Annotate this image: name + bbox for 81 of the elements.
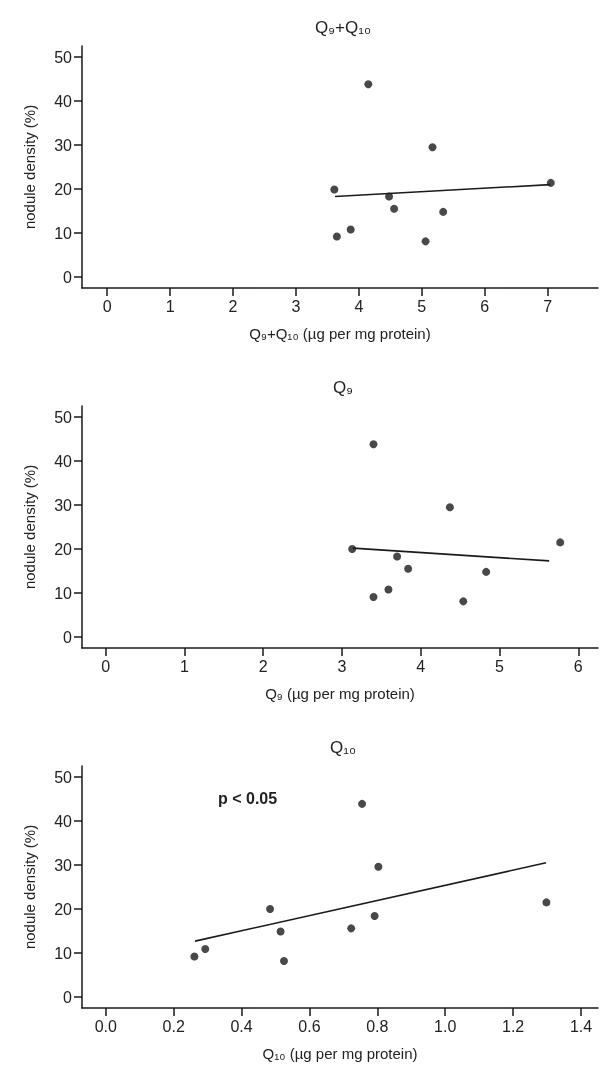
point <box>369 592 378 601</box>
point <box>542 898 551 907</box>
annotation: p < 0.05 <box>218 789 278 807</box>
point <box>201 945 210 954</box>
x-tick-label: 1.2 <box>502 1017 525 1035</box>
y-tick-label: 0 <box>63 628 73 646</box>
chart-title: Q₁₀ <box>329 738 357 757</box>
y-tick-label: 10 <box>54 584 73 602</box>
y-tick-label: 10 <box>54 224 73 242</box>
y-tick-label: 20 <box>54 900 73 918</box>
x-tick-label: 1.0 <box>434 1017 457 1035</box>
point <box>364 80 373 89</box>
point <box>390 204 399 213</box>
y-tick-label: 20 <box>54 180 73 198</box>
y-tick-label: 0 <box>63 988 73 1006</box>
y-tick-label: 30 <box>54 136 73 154</box>
point <box>428 143 437 152</box>
point <box>332 232 341 241</box>
x-tick-label: 6 <box>480 297 490 315</box>
y-tick-label: 20 <box>54 540 73 558</box>
point <box>384 585 393 594</box>
point <box>393 552 402 561</box>
x-tick-label: 0.0 <box>94 1017 117 1035</box>
x-tick-label: 6 <box>573 657 583 675</box>
point <box>348 545 357 553</box>
y-axis-title: nodule density (%) <box>21 464 38 590</box>
x-tick-label: 0 <box>102 297 112 315</box>
point <box>369 440 378 449</box>
x-tick-label: 5 <box>495 657 505 675</box>
point <box>404 564 413 573</box>
x-tick-label: 1 <box>165 297 175 315</box>
point <box>556 538 565 547</box>
point <box>346 225 355 234</box>
x-tick-label: 4 <box>416 657 426 675</box>
point <box>546 178 555 187</box>
y-tick-label: 50 <box>54 48 73 66</box>
x-tick-label: 4 <box>354 297 364 315</box>
y-tick-label: 40 <box>54 452 73 470</box>
x-tick-label: 1.4 <box>569 1017 593 1035</box>
y-axis-title: nodule density (%) <box>21 824 38 950</box>
chart-title: Q₉+Q₁₀ <box>315 18 371 37</box>
y-tick-label: 30 <box>54 496 73 514</box>
x-tick-label: 0.4 <box>230 1017 253 1035</box>
x-tick-label: 3 <box>291 297 301 315</box>
y-tick-label: 0 <box>63 268 73 286</box>
x-tick-label: 2 <box>228 297 238 315</box>
point <box>347 924 356 933</box>
point <box>280 956 288 965</box>
x-tick-label: 2 <box>258 657 268 675</box>
x-tick-label: 0.2 <box>162 1017 185 1035</box>
point <box>482 567 491 576</box>
y-tick-label: 30 <box>54 856 73 874</box>
point <box>276 927 285 936</box>
point <box>370 912 379 921</box>
y-axis-title: nodule density (%) <box>21 104 38 230</box>
y-tick-label: 50 <box>54 768 73 786</box>
point <box>459 597 468 606</box>
x-axis-title: Q₉+Q₁₀ (µg per mg protein) <box>249 325 431 342</box>
point <box>358 799 367 808</box>
chart-title: Q₉ <box>333 378 353 397</box>
point <box>374 862 383 871</box>
x-tick-label: 3 <box>337 657 347 675</box>
point <box>190 952 199 961</box>
point <box>266 905 275 913</box>
point <box>385 192 394 201</box>
y-tick-label: 50 <box>54 408 73 426</box>
point <box>421 237 430 246</box>
x-tick-label: 7 <box>543 297 553 315</box>
y-tick-label: 10 <box>54 944 73 962</box>
x-tick-label: 0 <box>101 657 111 675</box>
x-tick-label: 1 <box>179 657 189 675</box>
x-axis-title: Q₉ (µg per mg protein) <box>265 685 415 702</box>
point <box>445 503 454 512</box>
x-tick-label: 5 <box>417 297 427 315</box>
y-tick-label: 40 <box>54 92 73 110</box>
point <box>330 185 339 194</box>
y-tick-label: 40 <box>54 812 73 830</box>
x-tick-label: 0.8 <box>366 1017 389 1035</box>
x-axis-title: Q₁₀ (µg per mg protein) <box>262 1045 418 1062</box>
point <box>439 207 448 216</box>
x-tick-label: 0.6 <box>298 1017 321 1035</box>
